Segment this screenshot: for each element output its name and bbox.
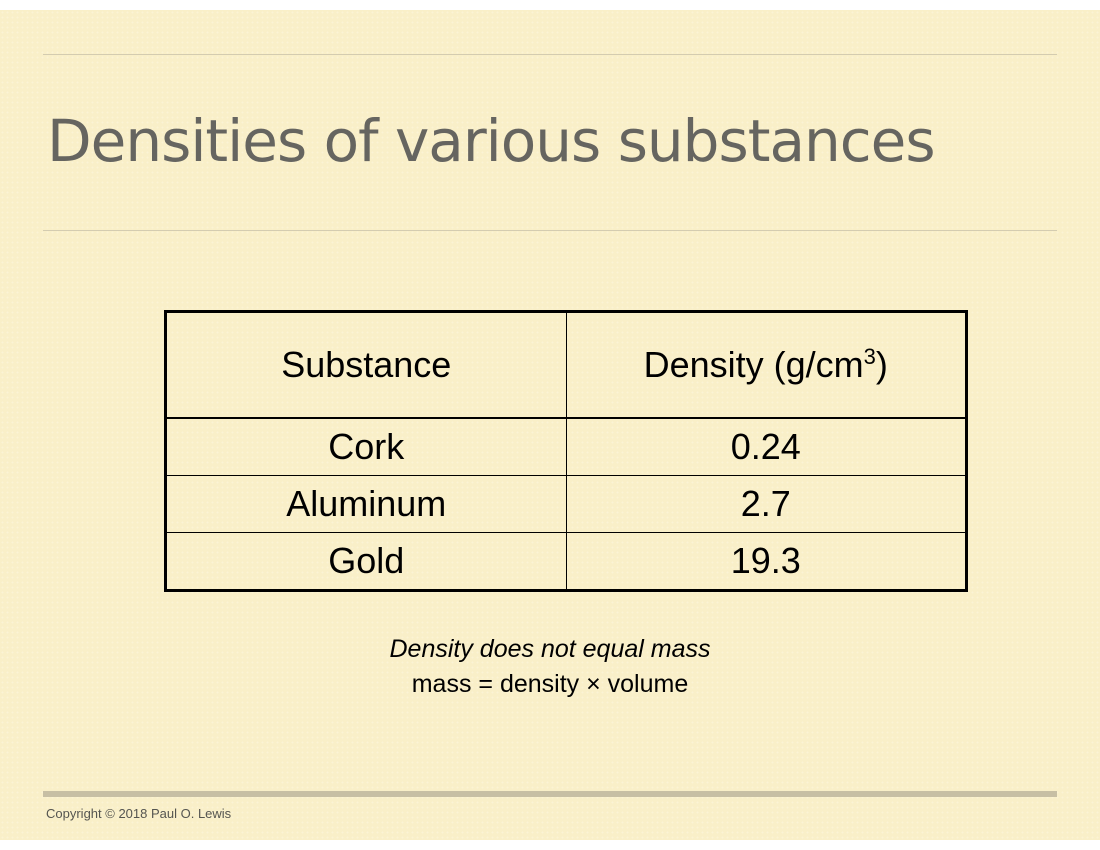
top-divider [43,54,1057,55]
header-density-exponent: 3 [863,344,876,369]
copyright-notice: Copyright © 2018 Paul O. Lewis [46,806,232,821]
title-divider [43,230,1057,231]
header-density-close: ) [875,344,888,385]
slide: Densities of various substances Substanc… [0,10,1100,840]
header-density: Density (g/cm3) [565,311,967,419]
cell-substance: Cork [165,417,567,476]
cell-density: 2.7 [565,475,967,533]
density-note: Density does not equal mass [389,635,711,663]
table-row: Gold 19.3 [165,532,967,591]
cell-density: 19.3 [565,532,967,591]
mass-formula: mass = density × volume [411,670,689,698]
slide-title: Densities of various substances [47,107,936,175]
table-header-row: Substance Density (g/cm3) [165,311,967,419]
footer-divider [43,791,1057,797]
cell-substance: Aluminum [165,475,567,533]
table-row: Aluminum 2.7 [165,475,967,533]
cell-substance: Gold [165,532,567,591]
table-row: Cork 0.24 [165,417,967,476]
cell-density: 0.24 [565,417,967,476]
density-table: Substance Density (g/cm3) Cork 0.24 Alum… [164,310,968,592]
header-substance: Substance [165,311,567,419]
header-density-label: Density (g/cm [643,344,864,385]
